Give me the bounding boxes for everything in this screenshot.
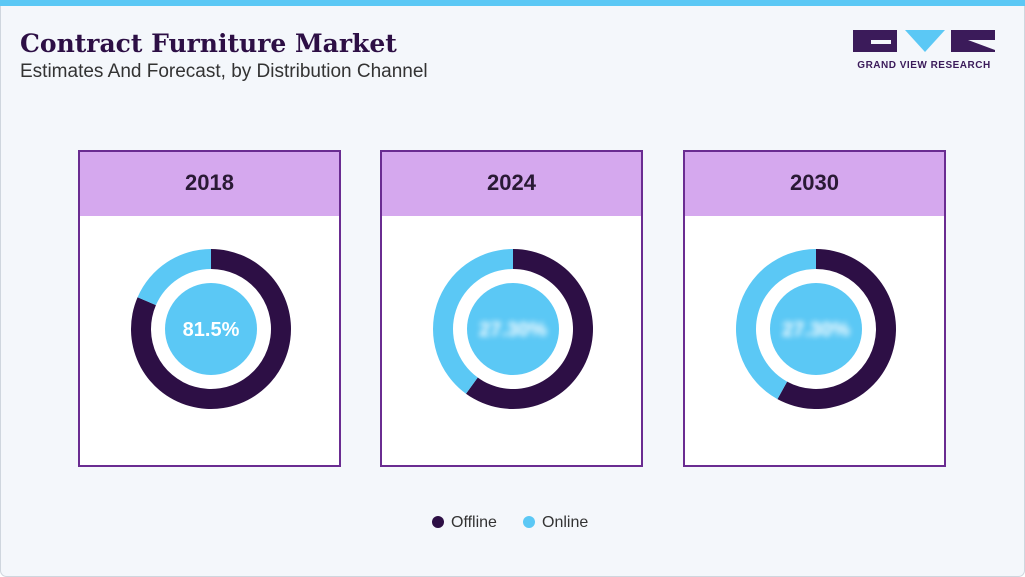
panel-title: 2018 [185,170,234,195]
panel-header [685,152,944,216]
donut-segment [137,249,211,306]
panel-title: 2030 [790,170,839,195]
donut-center [770,283,862,375]
donut-center [165,283,257,375]
top-stripe [0,0,1025,6]
logo-text: GRAND VIEW RESEARCH [857,60,990,71]
donut-segment [433,249,513,394]
legend-label: Online [542,514,588,531]
subtitle: Estimates And Forecast, by Distribution … [20,61,428,82]
legend-label: Offline [451,514,497,531]
center-label: 27.30% [782,319,850,341]
donut-segment [465,249,593,409]
donut-segment [736,249,816,400]
panel-header [80,152,339,216]
logo: GRAND VIEW RESEARCH [853,30,995,71]
center-label: 81.5% [183,319,240,341]
legend-swatch [523,516,535,528]
panel-title: 2024 [487,170,537,195]
panel-header [382,152,641,216]
legend-swatch [432,516,444,528]
donut-segment [777,249,896,410]
title: Contract Furniture Market [20,29,397,58]
center-label: 27.30% [479,319,547,341]
donut-center [467,283,559,375]
